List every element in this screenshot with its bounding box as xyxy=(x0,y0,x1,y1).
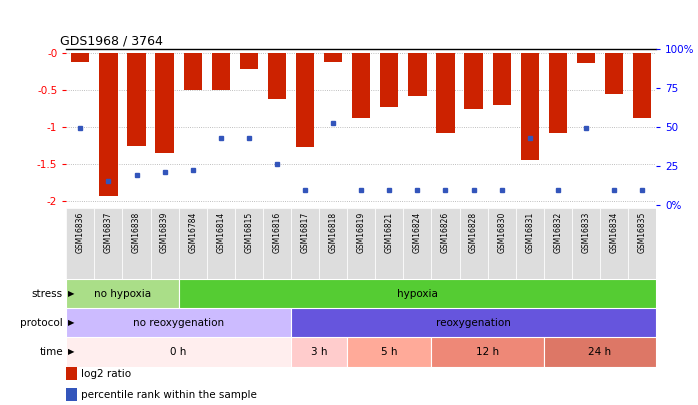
Text: GSM16818: GSM16818 xyxy=(329,212,338,253)
Text: hypoxia: hypoxia xyxy=(397,289,438,298)
Bar xyxy=(488,208,516,279)
Bar xyxy=(431,208,459,279)
Text: 24 h: 24 h xyxy=(588,347,611,357)
Text: GSM16821: GSM16821 xyxy=(385,212,394,253)
Bar xyxy=(464,53,483,109)
Bar xyxy=(319,208,347,279)
Text: time: time xyxy=(39,347,63,357)
Text: ▶: ▶ xyxy=(68,289,74,298)
Bar xyxy=(324,53,342,62)
Bar xyxy=(347,208,376,279)
Bar xyxy=(380,53,399,107)
Bar xyxy=(431,337,544,367)
Text: GSM16828: GSM16828 xyxy=(469,212,478,253)
Bar xyxy=(352,53,371,118)
Text: GSM16831: GSM16831 xyxy=(525,212,534,253)
Bar xyxy=(66,308,291,337)
Text: GSM16824: GSM16824 xyxy=(413,212,422,253)
Text: no reoxygenation: no reoxygenation xyxy=(133,318,224,328)
Bar xyxy=(633,53,651,118)
Bar xyxy=(239,53,258,69)
Text: ▶: ▶ xyxy=(68,347,74,356)
Bar xyxy=(376,208,403,279)
Text: ▶: ▶ xyxy=(68,318,74,327)
Text: GSM16826: GSM16826 xyxy=(441,212,450,253)
Bar xyxy=(521,53,539,160)
Text: GSM16814: GSM16814 xyxy=(216,212,225,253)
Text: stress: stress xyxy=(31,289,63,298)
Text: 3 h: 3 h xyxy=(311,347,327,357)
Bar xyxy=(544,337,656,367)
Text: GDS1968 / 3764: GDS1968 / 3764 xyxy=(61,35,163,48)
Text: GSM16838: GSM16838 xyxy=(132,212,141,253)
Bar xyxy=(66,279,179,308)
Bar xyxy=(179,279,656,308)
Bar xyxy=(268,53,286,99)
Bar xyxy=(66,388,77,401)
Bar xyxy=(211,53,230,90)
Bar xyxy=(66,367,77,380)
Text: 5 h: 5 h xyxy=(381,347,398,357)
Bar xyxy=(128,53,146,145)
Text: log2 ratio: log2 ratio xyxy=(81,369,131,379)
Bar xyxy=(572,208,600,279)
Text: 0 h: 0 h xyxy=(170,347,187,357)
Bar xyxy=(403,208,431,279)
Bar xyxy=(122,208,151,279)
Text: GSM16816: GSM16816 xyxy=(272,212,281,253)
Bar xyxy=(156,53,174,153)
Text: GSM16836: GSM16836 xyxy=(76,212,85,253)
Bar xyxy=(408,53,426,96)
Bar xyxy=(184,53,202,90)
Text: GSM16837: GSM16837 xyxy=(104,212,113,253)
Bar xyxy=(628,208,656,279)
Bar xyxy=(179,208,207,279)
Bar xyxy=(516,208,544,279)
Bar xyxy=(71,53,89,62)
Text: GSM16819: GSM16819 xyxy=(357,212,366,253)
Bar xyxy=(605,53,623,94)
Bar xyxy=(291,308,656,337)
Bar xyxy=(291,208,319,279)
Bar xyxy=(66,208,94,279)
Bar xyxy=(296,53,314,147)
Text: 12 h: 12 h xyxy=(476,347,499,357)
Bar xyxy=(151,208,179,279)
Text: GSM16832: GSM16832 xyxy=(554,212,563,253)
Bar xyxy=(347,337,431,367)
Text: GSM16784: GSM16784 xyxy=(188,212,198,253)
Bar xyxy=(600,208,628,279)
Bar xyxy=(94,208,122,279)
Bar xyxy=(66,337,291,367)
Bar xyxy=(263,208,291,279)
Bar xyxy=(493,53,511,104)
Bar xyxy=(235,208,263,279)
Bar xyxy=(544,208,572,279)
Text: GSM16835: GSM16835 xyxy=(637,212,646,253)
Text: GSM16833: GSM16833 xyxy=(581,212,591,253)
Bar xyxy=(436,53,454,133)
Text: GSM16830: GSM16830 xyxy=(497,212,506,253)
Bar xyxy=(459,208,488,279)
Text: reoxygenation: reoxygenation xyxy=(436,318,511,328)
Text: protocol: protocol xyxy=(20,318,63,328)
Text: GSM16839: GSM16839 xyxy=(160,212,169,253)
Text: GSM16817: GSM16817 xyxy=(301,212,309,253)
Bar xyxy=(99,53,117,196)
Text: no hypoxia: no hypoxia xyxy=(94,289,151,298)
Text: percentile rank within the sample: percentile rank within the sample xyxy=(81,390,257,401)
Bar xyxy=(291,337,347,367)
Text: GSM16834: GSM16834 xyxy=(609,212,618,253)
Bar xyxy=(207,208,235,279)
Bar xyxy=(577,53,595,63)
Bar xyxy=(549,53,567,133)
Text: GSM16815: GSM16815 xyxy=(244,212,253,253)
